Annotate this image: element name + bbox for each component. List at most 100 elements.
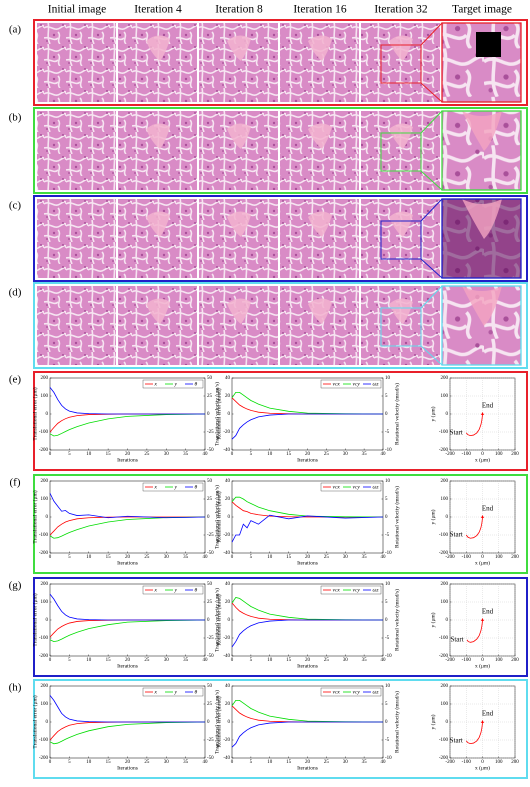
annotation: End	[482, 710, 494, 718]
x-axis-label: Iterations	[297, 765, 318, 771]
y-tick-label: 20	[225, 394, 231, 399]
series-line	[231, 501, 383, 518]
x-tick-label: 200	[511, 760, 519, 765]
zoom-line	[420, 22, 443, 46]
x-tick-label: 15	[286, 555, 292, 560]
x-tick-label: 35	[362, 452, 368, 457]
series-line	[49, 593, 205, 621]
vessel	[308, 123, 332, 149]
x-axis-label: Iterations	[117, 663, 138, 669]
arrow-head	[481, 618, 484, 621]
zoom-box	[380, 220, 422, 260]
legend-label: x	[154, 689, 158, 695]
y-tick-label: 20	[225, 702, 231, 707]
x-tick-label: 35	[183, 760, 189, 765]
y2-axis-label: Rotational error (mrad)	[215, 594, 222, 645]
y2-tick-label: -25	[207, 636, 214, 641]
x-tick-label: 100	[495, 452, 503, 457]
x-tick-label: -200	[445, 658, 455, 663]
x-tick-label: 0	[231, 452, 234, 457]
panel-label: (e)	[9, 374, 22, 386]
column-header: Iteration 4	[134, 4, 182, 16]
y-tick-label: -100	[439, 738, 449, 743]
vessel	[308, 35, 332, 61]
row-frame	[33, 474, 528, 574]
x-tick-label: 5	[68, 452, 71, 457]
target-frame	[441, 285, 522, 366]
y-tick-label: 100	[441, 702, 449, 707]
arrow-head	[481, 412, 484, 415]
arrow-head	[481, 515, 484, 518]
legend-label: vcy	[353, 381, 361, 387]
y2-tick-label: -25	[207, 738, 214, 743]
image-tile	[37, 199, 116, 278]
x-tick-label: 35	[183, 555, 189, 560]
x-tick-label: 0	[49, 555, 52, 560]
y2-tick-label: 50	[207, 376, 213, 381]
y2-tick-label: 10	[385, 376, 391, 381]
y-tick-label: 100	[41, 394, 49, 399]
x-tick-label: 15	[106, 452, 112, 457]
vessel	[389, 35, 413, 61]
y2-axis-label: Rotational velocity (mrad/s)	[393, 589, 400, 651]
series-line	[49, 695, 205, 723]
panel-label: (a)	[9, 24, 22, 36]
x-tick-label: 25	[144, 555, 150, 560]
y-tick-label: 0	[446, 412, 449, 417]
y2-tick-label: 0	[385, 618, 388, 623]
x-tick-label: 40	[381, 555, 387, 560]
x-tick-label: 0	[481, 658, 484, 663]
y-tick-label: -40	[223, 654, 230, 659]
panel-label: (c)	[9, 200, 22, 212]
vessel	[227, 298, 251, 324]
image-tile	[280, 286, 359, 365]
legend-label: x	[154, 381, 158, 387]
y-tick-label: 0	[46, 618, 49, 623]
y-tick-label: 40	[225, 479, 231, 484]
x-tick-label: 30	[164, 760, 170, 765]
x-tick-label: 200	[511, 658, 519, 663]
series-line	[49, 387, 205, 415]
x-tick-label: 40	[203, 555, 209, 560]
vessel	[227, 211, 251, 237]
legend-label: y	[174, 689, 178, 695]
x-axis-label: Iterations	[297, 560, 318, 566]
y-tick-label: 40	[225, 684, 231, 689]
legend-label: x	[154, 587, 158, 593]
y-tick-label: 0	[228, 412, 231, 417]
x-tick-label: 25	[144, 760, 150, 765]
legend-label: θ	[195, 381, 198, 387]
row-frame	[33, 679, 528, 779]
x-tick-label: 10	[267, 760, 273, 765]
y-axis-label: y (μm)	[429, 612, 436, 627]
y2-axis-label: Rotational error (mrad)	[215, 491, 222, 542]
y2-tick-label: 0	[207, 720, 210, 725]
zoom-line	[420, 285, 443, 309]
y2-tick-label: -50	[207, 654, 214, 659]
y-tick-label: 0	[46, 720, 49, 725]
y2-tick-label: 50	[207, 479, 213, 484]
y-tick-label: -40	[223, 448, 230, 453]
x-tick-label: 5	[250, 452, 253, 457]
legend-label: vcy	[353, 587, 361, 593]
x-tick-label: -200	[445, 452, 455, 457]
zoom-line	[420, 345, 443, 366]
y-tick-label: 0	[228, 515, 231, 520]
x-tick-label: 0	[49, 452, 52, 457]
y-tick-label: -100	[39, 636, 49, 641]
x-tick-label: -200	[445, 760, 455, 765]
vessel	[308, 211, 332, 237]
x-tick-label: 30	[164, 452, 170, 457]
y2-tick-label: 0	[207, 412, 210, 417]
legend-label: ωz	[373, 484, 380, 490]
legend-label: x	[154, 484, 158, 490]
y-tick-label: 200	[441, 684, 449, 689]
y-tick-label: 0	[228, 720, 231, 725]
zoom-box	[380, 307, 422, 347]
occlusion	[476, 32, 501, 57]
x-tick-label: 10	[86, 555, 92, 560]
y2-tick-label: 10	[385, 582, 391, 587]
x-tick-label: -100	[462, 555, 472, 560]
y-tick-label: -200	[39, 448, 49, 453]
annotation: Start	[450, 737, 463, 745]
